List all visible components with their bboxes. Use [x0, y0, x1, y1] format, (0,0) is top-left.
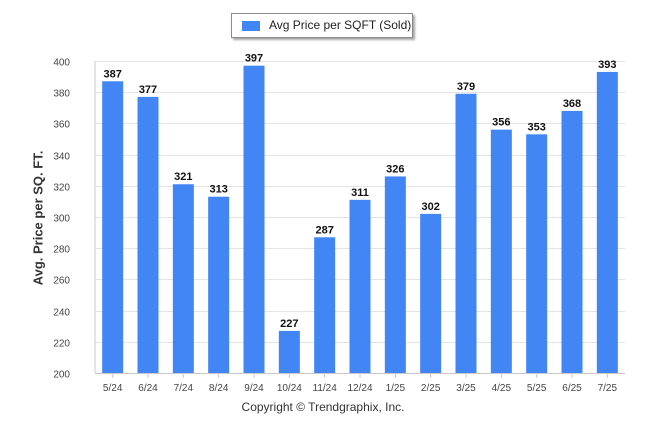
legend-swatch — [242, 21, 260, 31]
y-tick-label: 200 — [53, 370, 70, 381]
data-label: 353 — [527, 121, 545, 133]
y-tick-label: 300 — [53, 214, 70, 225]
y-tick-labels: 200 220 240 260 280 300 320 340 360 380 400 — [53, 58, 70, 381]
x-tick-label: 7/24 — [174, 383, 194, 394]
x-tick-label: 1/25 — [386, 383, 406, 394]
data-label: 326 — [386, 163, 404, 175]
bar — [561, 110, 583, 374]
bar — [278, 330, 300, 373]
data-label: 321 — [174, 171, 192, 183]
y-tick-label: 400 — [53, 58, 70, 69]
bar — [349, 199, 371, 373]
y-tick-label: 380 — [53, 89, 70, 100]
x-tick-label: 2/25 — [421, 383, 441, 394]
y-tick-label: 220 — [53, 339, 70, 350]
bar — [172, 184, 194, 373]
bar — [490, 129, 512, 373]
x-tick-label: 11/24 — [313, 383, 338, 394]
bar — [208, 196, 230, 373]
x-tick-label: 9/24 — [244, 383, 264, 394]
copyright-footer: Copyright © Trendgraphix, Inc. — [241, 400, 405, 414]
bar — [384, 176, 406, 373]
data-label: 379 — [457, 81, 475, 93]
x-tick-labels: 5/24 6/24 7/24 8/24 9/24 10/24 11/24 12/24 1/25 2… — [103, 383, 618, 394]
x-tick-label: 8/24 — [209, 383, 229, 394]
x-tick-label: 3/25 — [456, 383, 476, 394]
bar — [243, 65, 265, 374]
bar — [102, 81, 124, 373]
data-labels: 387 377 321 313 397 227 287 311 326 302 379 356 353 3… — [103, 53, 616, 330]
x-tick-label: 6/25 — [562, 383, 582, 394]
y-tick-label: 360 — [53, 120, 70, 131]
data-label: 311 — [351, 187, 369, 199]
y-tick-label: 260 — [53, 276, 70, 287]
data-label: 397 — [245, 53, 263, 65]
x-tick-label: 5/24 — [103, 383, 123, 394]
data-label: 227 — [280, 318, 298, 330]
y-tick-label: 340 — [53, 152, 70, 163]
bar — [420, 213, 442, 373]
bar — [596, 71, 618, 374]
x-tick-label: 10/24 — [277, 383, 302, 394]
bar — [314, 237, 336, 373]
legend: Avg Price per SQFT (Sold) — [231, 13, 413, 38]
data-label: 302 — [421, 201, 439, 213]
data-label: 356 — [492, 117, 510, 129]
y-tick-label: 320 — [53, 183, 70, 194]
data-label: 287 — [315, 224, 333, 236]
x-tick-label: 7/25 — [598, 383, 618, 394]
bar — [526, 134, 548, 373]
y-axis-label: Avg. Price per SQ. FT. — [30, 150, 46, 286]
x-tick-label: 4/25 — [492, 383, 512, 394]
data-label: 368 — [563, 98, 581, 110]
data-label: 393 — [598, 59, 616, 71]
y-tick-label: 240 — [53, 308, 70, 319]
data-label: 313 — [209, 184, 227, 196]
bar — [455, 93, 477, 373]
axes — [94, 61, 625, 378]
x-tick-label: 5/25 — [527, 383, 547, 394]
bar — [137, 96, 159, 373]
legend-label: Avg Price per SQFT (Sold) — [269, 18, 412, 32]
data-label: 377 — [139, 84, 157, 96]
x-tick-label: 12/24 — [347, 383, 372, 394]
bars — [102, 65, 618, 374]
x-tick-label: 6/24 — [138, 383, 158, 394]
data-label: 387 — [103, 68, 121, 80]
y-tick-label: 280 — [53, 245, 70, 256]
